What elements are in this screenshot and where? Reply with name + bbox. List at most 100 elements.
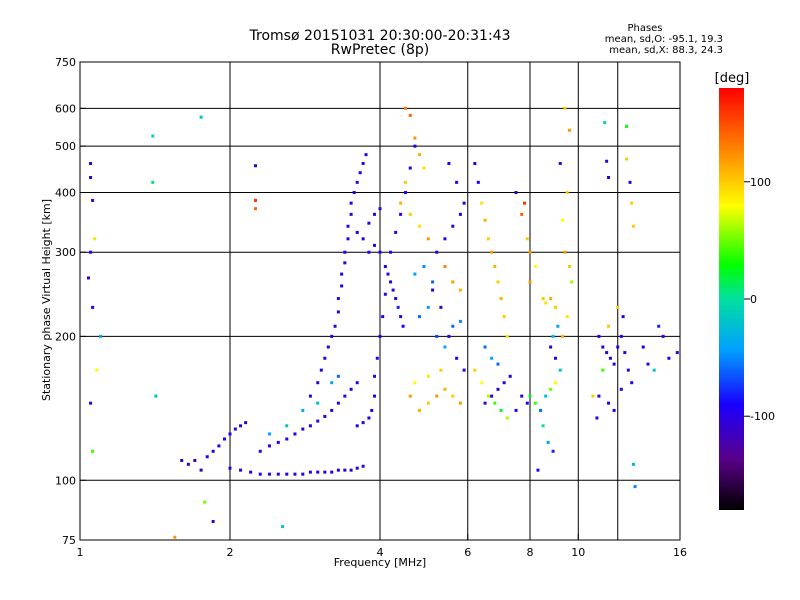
data-point bbox=[605, 159, 609, 163]
data-point bbox=[616, 305, 620, 309]
data-point bbox=[496, 387, 500, 391]
data-point bbox=[355, 381, 359, 385]
data-point bbox=[646, 362, 650, 366]
data-point bbox=[323, 414, 327, 418]
data-point bbox=[502, 315, 506, 319]
data-point bbox=[565, 190, 569, 194]
data-point bbox=[558, 161, 562, 165]
x-tick-label: 10 bbox=[571, 546, 585, 559]
data-point bbox=[316, 401, 320, 405]
data-point bbox=[199, 468, 203, 472]
data-point bbox=[253, 207, 257, 211]
data-point bbox=[285, 424, 289, 428]
data-point bbox=[612, 362, 616, 366]
data-point bbox=[413, 136, 417, 140]
data-point bbox=[505, 334, 509, 338]
data-point bbox=[154, 394, 158, 398]
data-point bbox=[355, 230, 359, 234]
data-point bbox=[523, 201, 527, 205]
data-point bbox=[549, 345, 553, 349]
data-point bbox=[358, 171, 362, 175]
colorbar-tick-label: 0 bbox=[750, 293, 757, 306]
data-point bbox=[343, 394, 347, 398]
y-tick-label: 500 bbox=[55, 140, 76, 153]
data-point bbox=[394, 297, 398, 301]
data-point bbox=[330, 408, 334, 412]
data-point bbox=[558, 368, 562, 372]
data-point bbox=[323, 470, 327, 474]
data-point bbox=[413, 144, 417, 148]
data-point bbox=[336, 401, 340, 405]
data-point bbox=[211, 449, 215, 453]
data-point bbox=[455, 356, 459, 360]
data-point bbox=[626, 368, 630, 372]
data-point bbox=[567, 265, 571, 269]
data-point bbox=[551, 334, 555, 338]
data-point bbox=[603, 121, 607, 125]
data-point bbox=[343, 250, 347, 254]
data-point bbox=[447, 334, 451, 338]
data-point bbox=[228, 466, 232, 470]
data-point bbox=[293, 472, 297, 476]
data-point bbox=[301, 408, 305, 412]
data-point bbox=[619, 334, 623, 338]
data-point bbox=[458, 401, 462, 405]
data-point bbox=[443, 265, 447, 269]
data-point bbox=[595, 416, 599, 420]
data-point bbox=[528, 250, 532, 254]
data-point bbox=[514, 408, 518, 412]
data-point bbox=[607, 401, 611, 405]
data-point bbox=[355, 424, 359, 428]
data-point bbox=[285, 472, 289, 476]
data-point bbox=[563, 106, 567, 110]
data-point bbox=[480, 381, 484, 385]
data-point bbox=[403, 106, 407, 110]
data-point bbox=[514, 190, 518, 194]
data-point bbox=[301, 427, 305, 431]
data-point bbox=[533, 265, 537, 269]
data-point bbox=[399, 212, 403, 216]
data-point bbox=[293, 432, 297, 436]
data-point bbox=[553, 356, 557, 360]
data-point bbox=[553, 305, 557, 309]
data-point bbox=[349, 201, 353, 205]
data-point bbox=[417, 153, 421, 157]
x-tick-label: 2 bbox=[227, 546, 234, 559]
data-point bbox=[381, 315, 385, 319]
data-point bbox=[508, 374, 512, 378]
data-point bbox=[349, 212, 353, 216]
data-point bbox=[233, 427, 237, 431]
data-point bbox=[413, 272, 417, 276]
data-point bbox=[462, 201, 466, 205]
data-point bbox=[239, 424, 243, 428]
data-point bbox=[633, 485, 637, 489]
data-point bbox=[301, 472, 305, 476]
data-point bbox=[378, 334, 382, 338]
data-point bbox=[378, 250, 382, 254]
data-point bbox=[628, 180, 632, 184]
data-point bbox=[605, 351, 609, 355]
plot-grid bbox=[80, 62, 680, 540]
data-point bbox=[486, 237, 490, 241]
chart-title: Tromsø 20151031 20:30:00-20:31:43 bbox=[249, 28, 511, 44]
data-point bbox=[417, 224, 421, 228]
data-point bbox=[408, 166, 412, 170]
data-point bbox=[675, 351, 679, 355]
data-point bbox=[443, 387, 447, 391]
data-point bbox=[483, 345, 487, 349]
data-point bbox=[435, 394, 439, 398]
colorbar-tick-label: 100 bbox=[750, 176, 771, 189]
data-point bbox=[361, 237, 365, 241]
data-point bbox=[386, 272, 390, 276]
data-point bbox=[667, 356, 671, 360]
data-point bbox=[352, 190, 356, 194]
data-point bbox=[367, 416, 371, 420]
y-axis-label: Stationary phase Virtual Height [km] bbox=[40, 199, 53, 401]
data-point bbox=[525, 401, 529, 405]
data-point bbox=[330, 381, 334, 385]
data-point bbox=[541, 297, 545, 301]
data-point bbox=[601, 345, 605, 349]
data-point bbox=[89, 175, 93, 179]
data-point bbox=[625, 157, 629, 161]
data-point bbox=[533, 401, 537, 405]
